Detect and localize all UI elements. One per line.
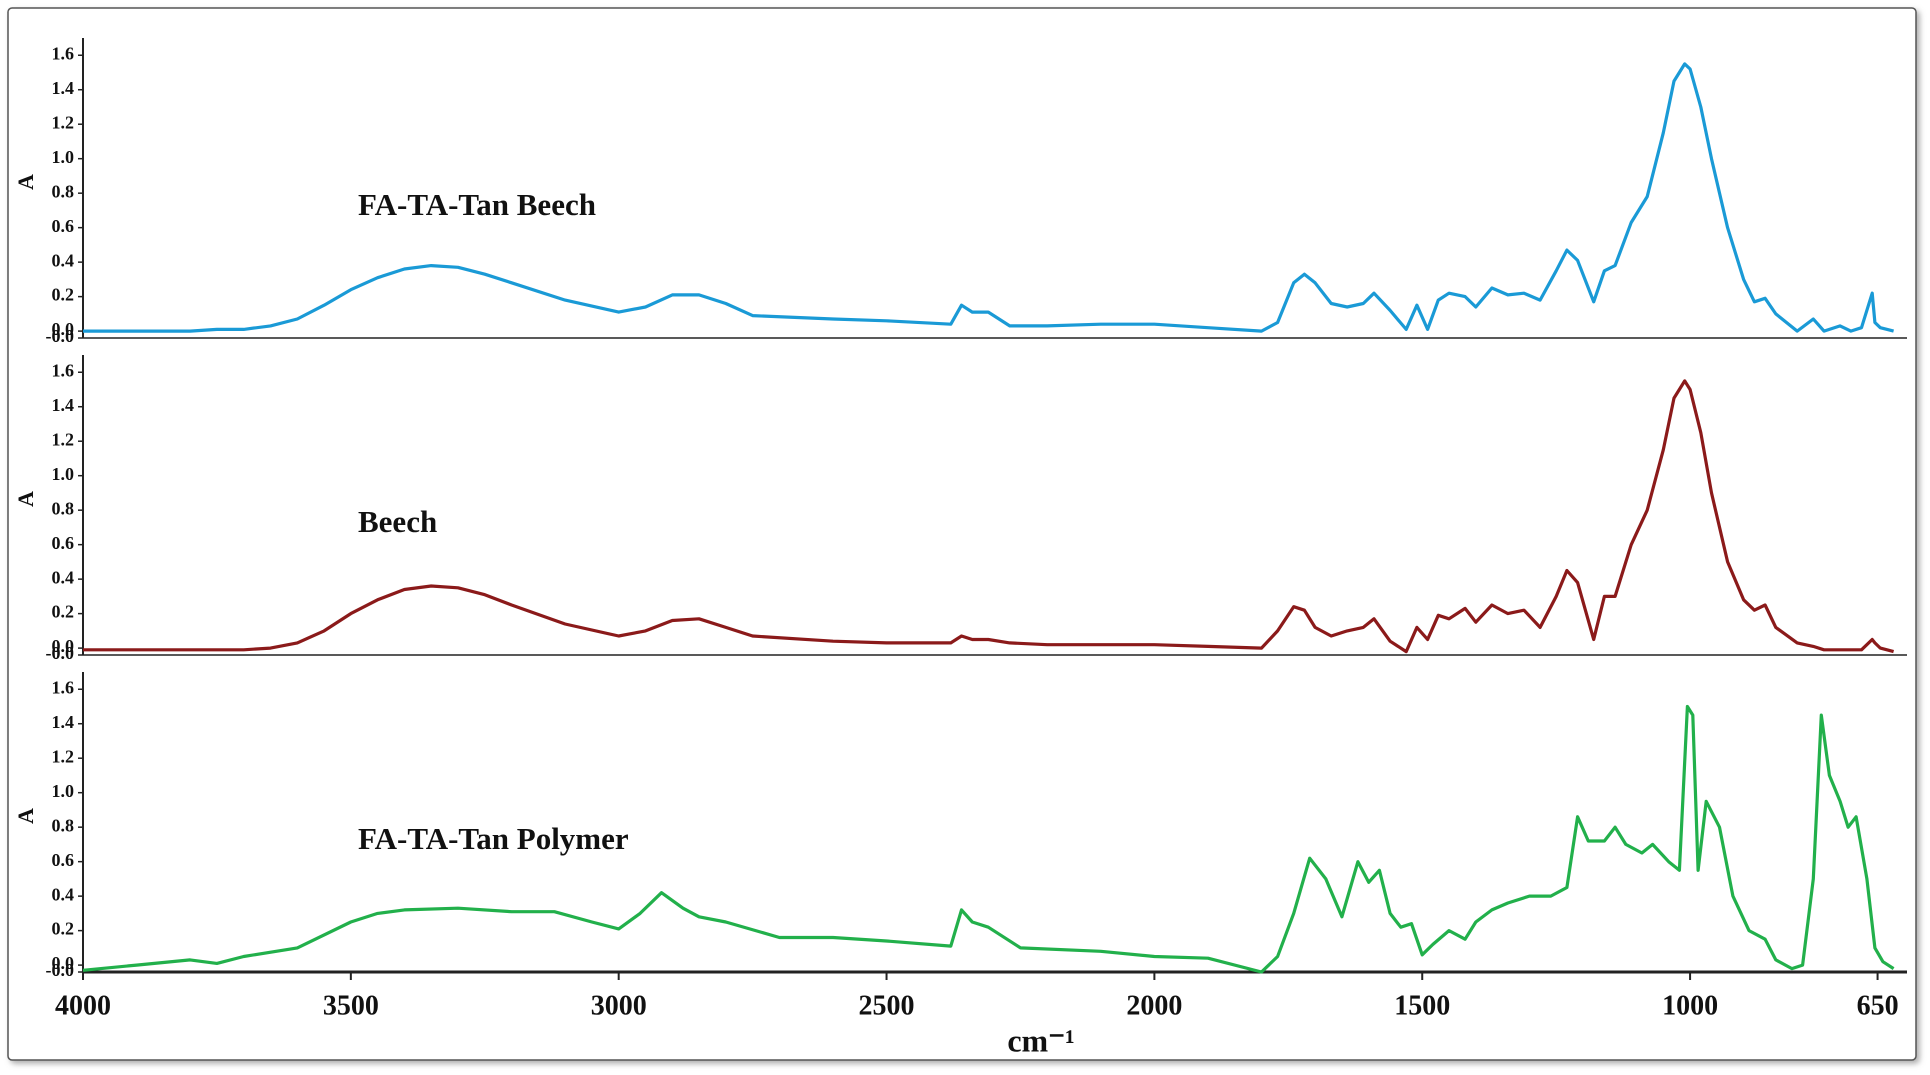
x-tick-label: 3000: [591, 990, 647, 1021]
spectrum-line: [82, 704, 1895, 974]
y-tick-label: 0.6: [52, 216, 75, 236]
y-tick-label: 0.4: [52, 250, 75, 270]
spectrum-line: [83, 62, 1894, 333]
y-tick-label: 0.4: [52, 884, 75, 904]
y-tick-label: 0.8: [52, 815, 75, 835]
x-tick-label: 1500: [1394, 990, 1450, 1021]
y-tick-label: 1.4: [52, 395, 75, 415]
y-tick-label: 0.6: [52, 533, 75, 553]
frame: [7, 7, 1917, 1061]
y-tick-label: 1.2: [52, 429, 75, 449]
y-tick-label: 0.6: [52, 850, 75, 870]
x-axis-label: cm⁻¹: [1007, 1022, 1074, 1058]
y-tick-label: 1.0: [52, 781, 75, 801]
annotation: Beech: [358, 504, 437, 539]
x-tick-label: 4000: [55, 990, 111, 1021]
x-tick-label: 650: [1857, 990, 1899, 1021]
y-tick-label: 0.2: [52, 285, 75, 305]
y-tick-label: 1.0: [52, 147, 75, 167]
y-tick-label: -0.0: [46, 960, 75, 980]
x-tick-label: 2000: [1126, 990, 1182, 1021]
y-tick-label: 0.2: [52, 919, 75, 939]
x-tick-label: 1000: [1662, 990, 1718, 1021]
y-tick-label: 1.0: [52, 464, 75, 484]
y-tick-label: -0.0: [46, 643, 75, 663]
y-tick-label: 0.0: [52, 953, 75, 973]
annotation: FA-TA-Tan Beech: [358, 187, 596, 222]
y-tick-label: 1.2: [52, 112, 75, 132]
y-axis-label: A: [13, 491, 38, 507]
y-tick-label: 0.0: [52, 319, 75, 339]
y-tick-label: -0.0: [46, 326, 75, 346]
y-tick-label: 1.6: [52, 360, 75, 380]
y-tick-label: 0.8: [52, 498, 75, 518]
y-axis-label: A: [13, 808, 38, 824]
y-tick-label: 1.4: [52, 78, 75, 98]
y-tick-label: 1.6: [52, 677, 75, 697]
y-axis-label: A: [13, 174, 38, 190]
y-tick-label: 1.2: [52, 746, 75, 766]
y-tick-label: 1.4: [52, 712, 75, 732]
x-tick-label: 2500: [859, 990, 915, 1021]
spectrum-line: [83, 379, 1895, 654]
x-tick-label: 3500: [323, 990, 379, 1021]
y-tick-label: 1.6: [52, 43, 75, 63]
y-tick-label: 0.4: [52, 567, 75, 587]
y-tick-label: 0.0: [52, 636, 75, 656]
y-tick-label: 0.2: [52, 602, 75, 622]
y-tick-label: 0.8: [52, 181, 75, 201]
annotation: FA-TA-Tan Polymer: [358, 821, 629, 856]
